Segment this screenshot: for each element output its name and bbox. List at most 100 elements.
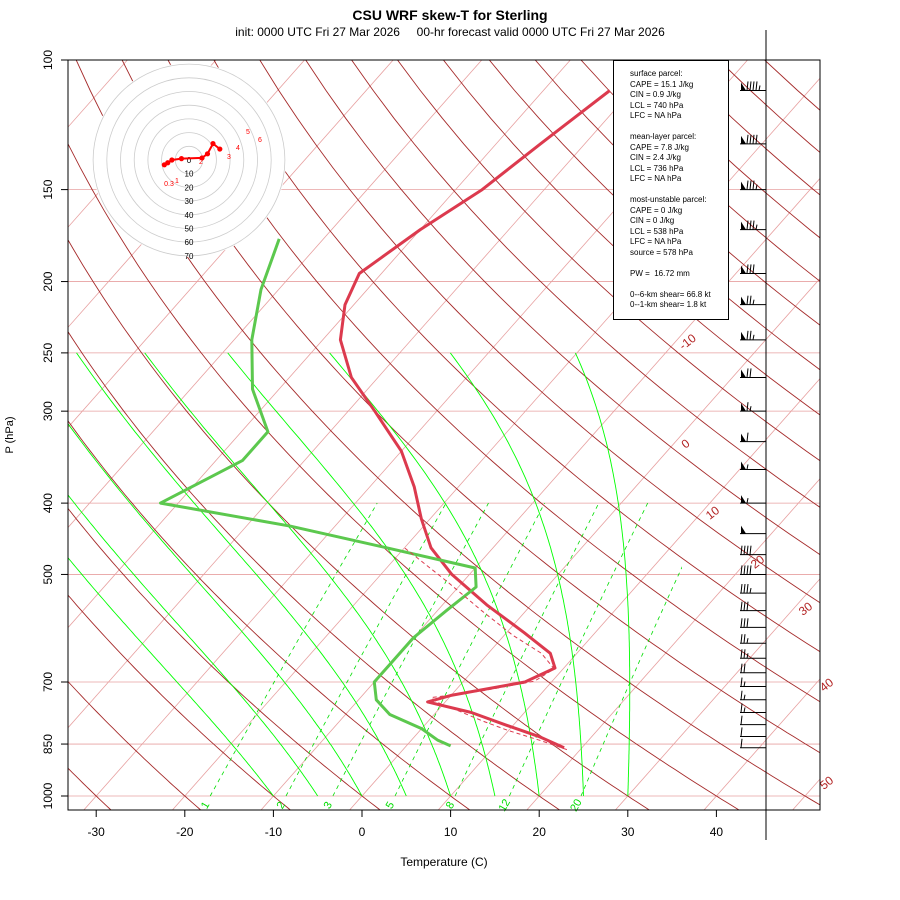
x-tick-label: -30: [88, 825, 106, 839]
wind-barb: [740, 432, 766, 443]
dry-adiabat: [121, 60, 820, 754]
wind-barb: [740, 677, 766, 688]
info-line: surface parcel:: [630, 69, 683, 78]
wind-barb: [740, 738, 766, 749]
hodograph-point: [165, 160, 171, 166]
y-tick-label: 500: [41, 564, 55, 584]
dry-adiabat: [68, 330, 561, 810]
hodograph-ring: [106, 77, 272, 243]
x-axis-label: Temperature (C): [400, 855, 487, 869]
info-line: PW = 16.72 mm: [630, 268, 690, 278]
info-line: 0--6-km shear= 66.8 kt: [630, 289, 711, 299]
hodograph: 0 10 20 30 40 50 60 70 0.3 1 2 34 5 6: [92, 63, 286, 261]
x-tick-label: 0: [359, 825, 366, 839]
info-line: CAPE = 7.8 J/kg: [630, 142, 689, 152]
x-tick-label: -10: [265, 825, 283, 839]
moist-adiabat: [76, 352, 407, 797]
info-line: source = 578 hPa: [630, 247, 693, 257]
hodograph-ring: [92, 63, 286, 257]
info-line: LFC = NA hPa: [630, 237, 682, 246]
mixing-ratio-label: 12: [497, 797, 514, 814]
dry-adiabat: [167, 60, 820, 703]
dry-adiabat: [397, 60, 820, 462]
wind-barb: [740, 601, 766, 612]
mixing-ratio-label: 3: [322, 800, 335, 811]
temperature-trace: [338, 89, 611, 750]
dry-adiabat: [488, 60, 820, 371]
wind-barb: [740, 220, 766, 231]
hodograph-point: [178, 156, 185, 162]
moist-adiabat: [574, 352, 631, 797]
hodograph-ring-label: 40: [185, 211, 194, 220]
dry-adiabat: [305, 60, 820, 556]
isotherm-line: [68, 60, 571, 629]
wind-barb: [740, 584, 766, 594]
hodograph-point-label: 5: [246, 129, 250, 136]
wind-barb: [740, 368, 766, 378]
hodograph-ring: [161, 132, 217, 188]
info-line: LCL = 538 hPa: [630, 226, 684, 236]
y-tick-label: 850: [41, 734, 55, 754]
moist-adiabat: [68, 557, 274, 797]
y-tick-label: 150: [41, 179, 55, 199]
x-tick-label: 20: [533, 825, 547, 839]
axes: -30 -20 -10 0 10 20 30 401001502002503004005007…: [41, 50, 821, 839]
mixing-ratio-label: 8: [444, 800, 457, 811]
moist-adiabat: [68, 423, 363, 797]
hodograph-point-label: 1: [175, 178, 179, 185]
isotherm-line: [792, 778, 820, 810]
mixing-ratio-label: 1: [199, 800, 212, 811]
info-line: CIN = 0 J/kg: [630, 216, 675, 225]
wind-barb: [740, 649, 766, 659]
isotherm-line: [68, 60, 483, 529]
hodograph-point: [204, 151, 211, 157]
parcel-info-box: surface parcel: CAPE = 15.1 J/kg CIN = 0.9…: [613, 60, 729, 320]
chart-subtitle: init: 0000 UTC Fri 27 Mar 2026 00-hr for…: [235, 25, 665, 39]
moist-adiabat: [449, 352, 584, 797]
wind-barb: [740, 180, 766, 191]
isotherm-line: [349, 277, 820, 810]
wind-barb: [740, 134, 766, 145]
y-tick-label: 300: [41, 401, 55, 421]
wind-barb: [740, 264, 766, 274]
isotherm-label: 10: [703, 503, 722, 522]
y-tick-label: 100: [41, 50, 55, 70]
hodograph-point-label: 0.3: [164, 181, 174, 188]
moist-adiabat: [329, 352, 540, 797]
hodograph-ring: [147, 118, 231, 202]
y-tick-label: 400: [41, 493, 55, 513]
dry-adiabat: [351, 60, 820, 508]
dry-adiabat: [718, 60, 820, 154]
wind-barb: [740, 81, 766, 91]
info-line: 0--1-km shear= 1.8 kt: [630, 300, 707, 309]
info-line: LFC = NA hPa: [630, 111, 682, 120]
hodograph-ring-label: 70: [185, 252, 194, 261]
isotherm-line: [260, 177, 820, 810]
mixing-ratio-line: [285, 502, 447, 797]
hodograph-point-label: 3: [227, 154, 231, 161]
y-axis-label: P (hPa): [4, 416, 16, 453]
dry-adiabat: [259, 60, 820, 604]
hodograph-point-label: 6: [258, 137, 262, 144]
wind-barb: [740, 545, 766, 556]
y-tick-label: 1000: [41, 782, 55, 809]
wind-barbs: [740, 30, 767, 840]
info-line: most-unstable parcel:: [630, 195, 707, 204]
dry-adiabat: [75, 60, 820, 806]
y-tick-label: 700: [41, 672, 55, 692]
wind-barb: [740, 402, 766, 412]
dry-adiabat: [68, 238, 651, 810]
mixing-ratio-label: 20: [568, 797, 585, 814]
chart-title: CSU WRF skew-T for Sterling: [352, 7, 548, 23]
dry-adiabat: [68, 142, 740, 810]
hodograph-ring-label: 30: [185, 197, 194, 206]
x-tick-label: -20: [176, 825, 194, 839]
hodograph-point: [210, 140, 216, 147]
info-line: CAPE = 0 J/kg: [630, 205, 683, 215]
info-line: LFC = NA hPa: [630, 174, 682, 183]
wind-barb: [740, 330, 766, 341]
wind-barb: [740, 634, 766, 644]
hodograph-point: [169, 157, 175, 163]
dry-adiabat: [68, 420, 471, 810]
